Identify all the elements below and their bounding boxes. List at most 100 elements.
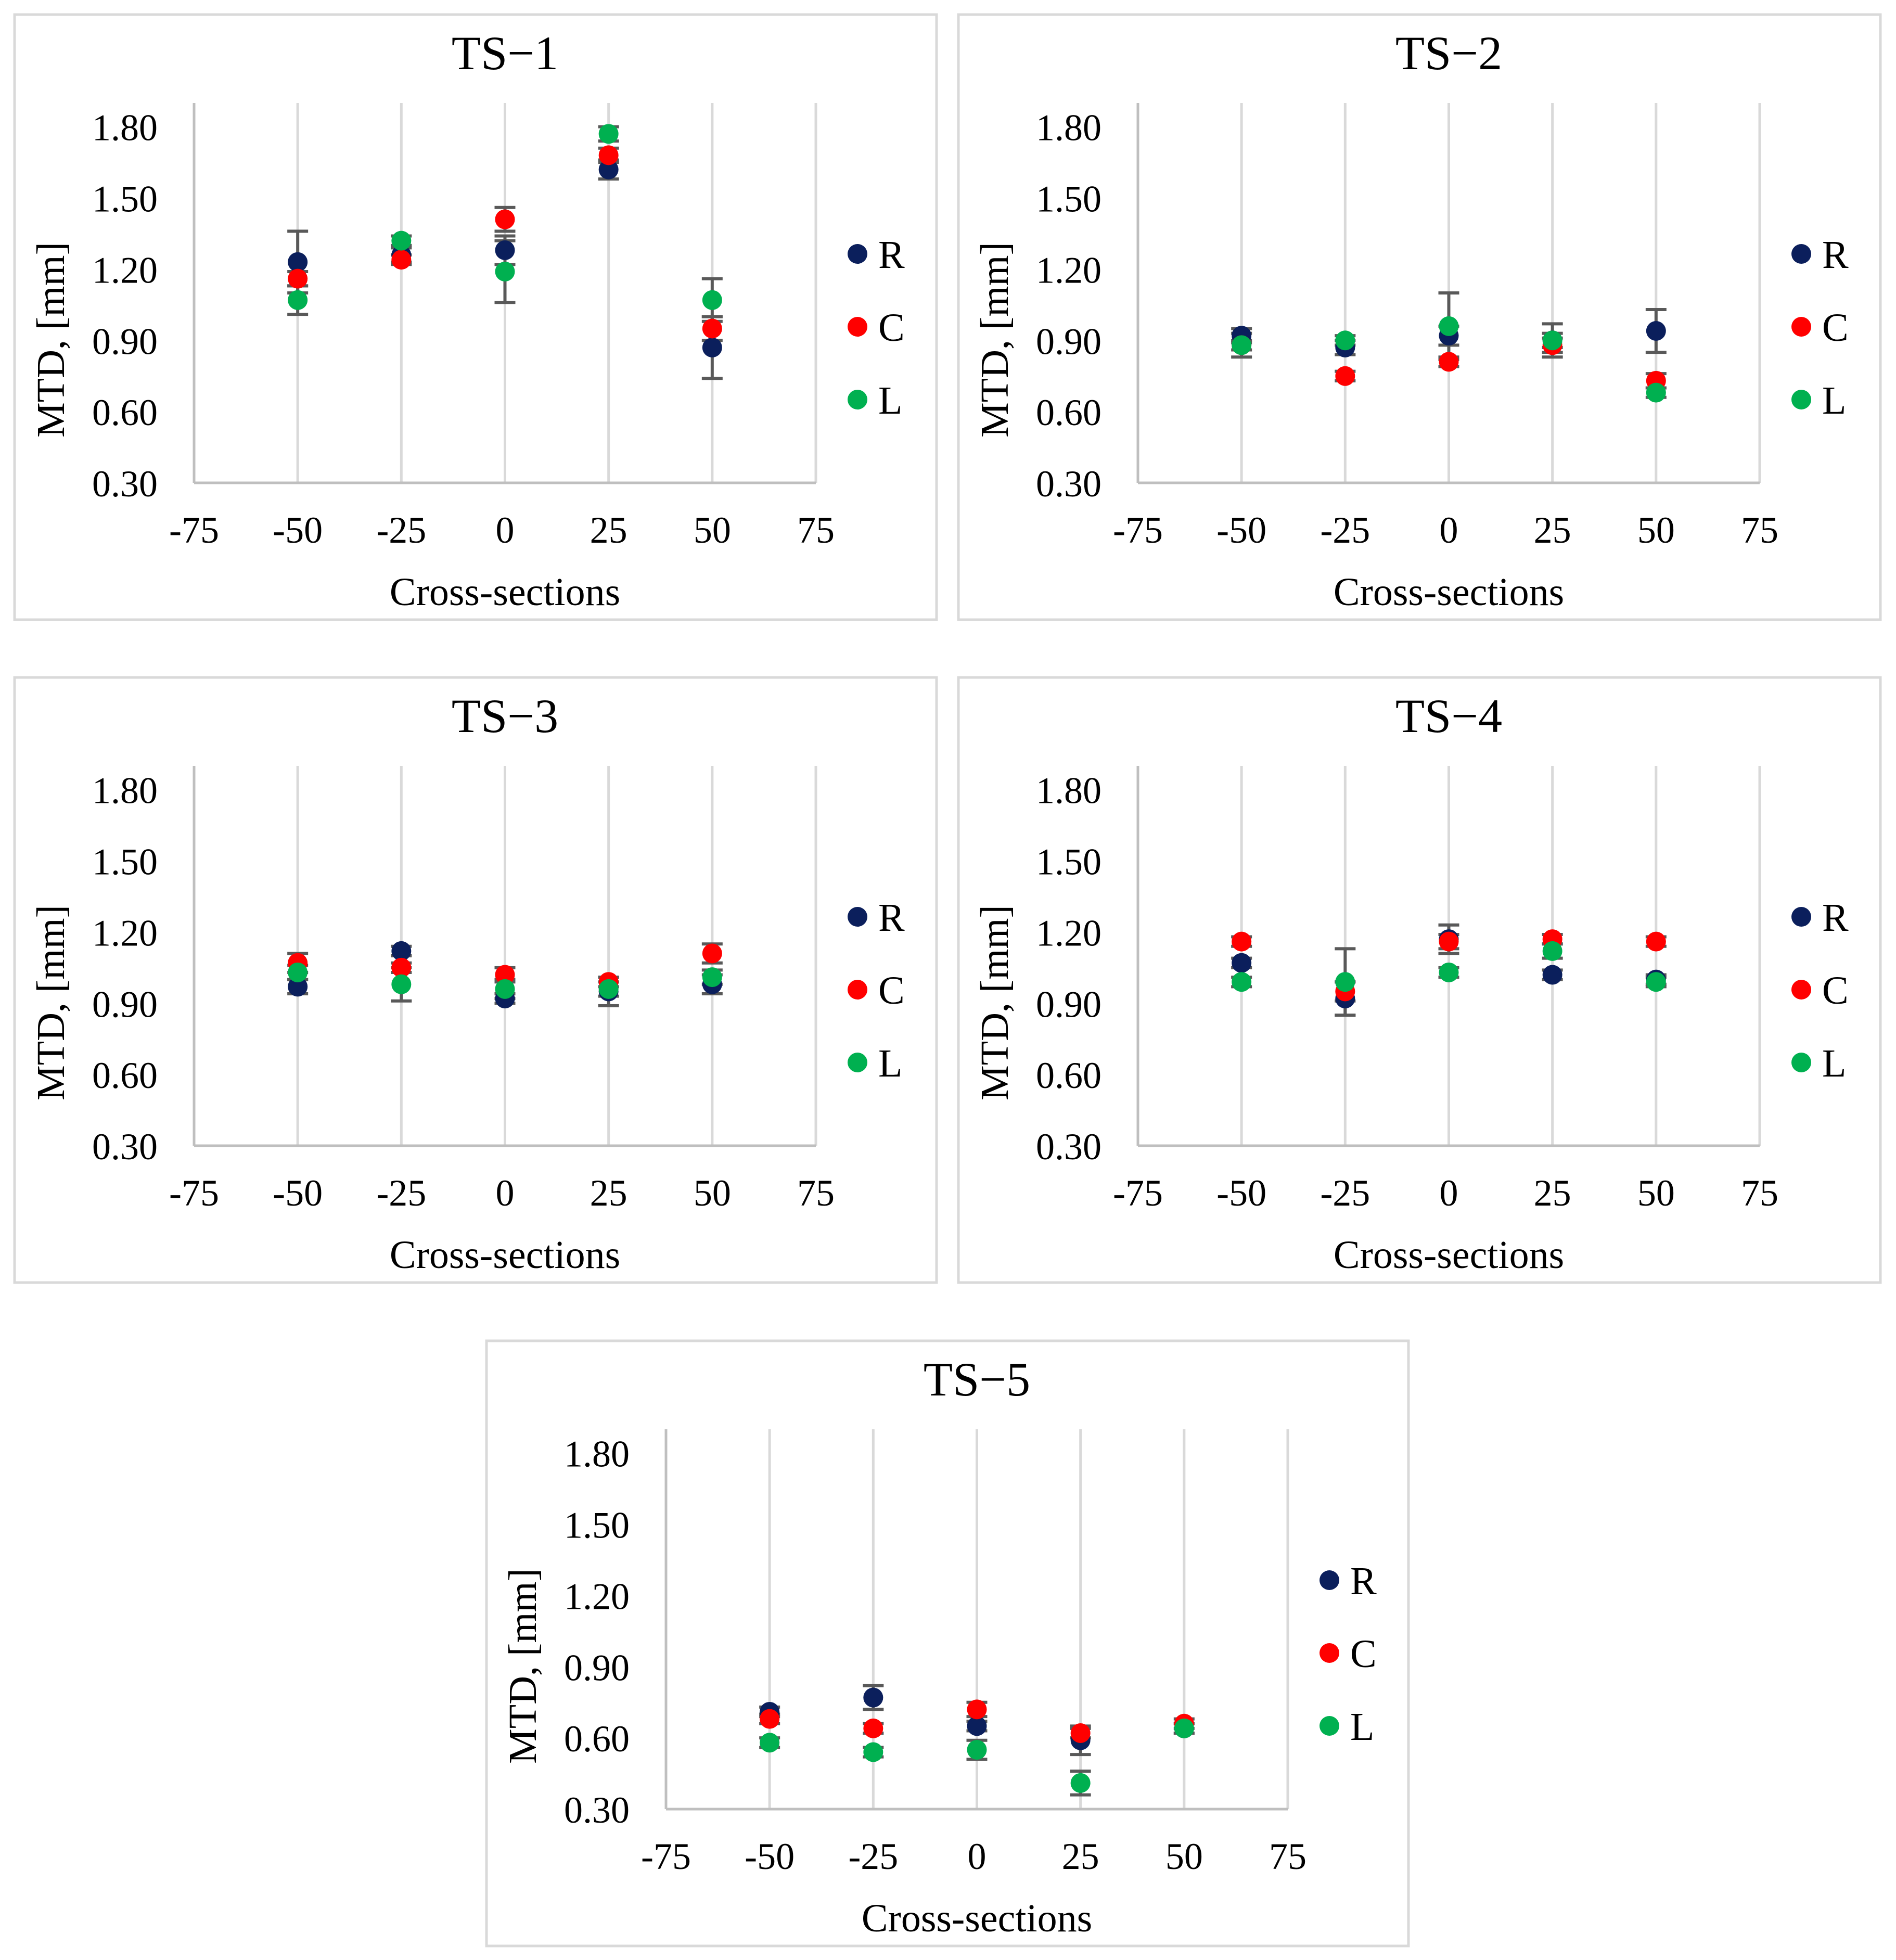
legend-marker-C: [848, 317, 867, 337]
data-point-C: [1070, 1723, 1091, 1743]
x-tick-label: 25: [590, 509, 627, 551]
data-point-C: [1646, 931, 1666, 952]
y-tick-label: 1.20: [92, 249, 158, 291]
x-tick-label: -75: [1113, 1172, 1163, 1214]
y-tick-label: 1.50: [1036, 178, 1101, 220]
legend-label-R: R: [1822, 896, 1849, 940]
chart-panel-1: TS−1 0.30 0.60 0.90 1.20 1.50 1.80 -75 -50 -25 0 25…: [13, 13, 938, 621]
x-tick-label: 75: [797, 1172, 835, 1214]
panel-border: [485, 1339, 1410, 1948]
data-point-R: [495, 240, 515, 260]
y-axis-label: MTD, [mm]: [973, 905, 1017, 1100]
data-point-L: [1335, 972, 1355, 992]
chart-title: TS−2: [1395, 27, 1502, 80]
x-axis-label: Cross-sections: [390, 1233, 620, 1277]
x-tick-label: -25: [376, 1172, 426, 1214]
data-point-L: [1335, 330, 1355, 351]
x-tick-label: 0: [968, 1836, 987, 1877]
x-tick-label: 0: [1440, 1172, 1458, 1214]
x-tick-label: 75: [1269, 1836, 1306, 1877]
legend-label-R: R: [878, 233, 905, 277]
data-point-R: [1232, 953, 1252, 973]
x-tick-label: 50: [1165, 1836, 1203, 1877]
data-point-R: [288, 977, 308, 997]
data-point-C: [391, 250, 412, 270]
x-tick-label: 50: [1637, 1172, 1675, 1214]
x-tick-label: -25: [848, 1836, 898, 1877]
panel-border: [13, 676, 938, 1284]
data-point-L: [1646, 382, 1666, 403]
y-tick-label: 1.20: [1036, 912, 1101, 954]
data-point-R: [1542, 965, 1562, 985]
data-point-R: [1646, 321, 1666, 341]
legend-label-C: C: [1822, 306, 1849, 350]
y-axis-label: MTD, [mm]: [973, 242, 1017, 438]
y-tick-label: 1.50: [564, 1505, 630, 1546]
data-point-L: [1232, 972, 1252, 992]
data-point-R: [598, 159, 619, 180]
data-point-L: [288, 962, 308, 982]
chart-panel-5: TS−5 0.30 0.60 0.90 1.20 1.50 1.80 -75 -50 -25 0 25…: [485, 1339, 1410, 1948]
panel-border: [957, 13, 1882, 621]
y-tick-label: 0.30: [92, 463, 158, 505]
y-tick-label: 1.20: [1036, 249, 1101, 291]
x-tick-label: -25: [376, 509, 426, 551]
x-tick-label: 25: [1062, 1836, 1099, 1877]
x-tick-label: -50: [273, 1172, 323, 1214]
data-point-L: [598, 979, 619, 999]
data-point-L: [1646, 972, 1666, 992]
x-tick-label: 50: [694, 1172, 731, 1214]
x-tick-label: -75: [169, 509, 219, 551]
y-tick-label: 1.50: [92, 178, 158, 220]
data-point-L: [495, 979, 515, 999]
legend-label-C: C: [878, 306, 905, 350]
y-tick-label: 0.90: [92, 321, 158, 362]
legend-marker-R: [1791, 244, 1811, 264]
y-tick-label: 0.90: [92, 983, 158, 1025]
legend-marker-C: [848, 980, 867, 1000]
legend-label-L: L: [1350, 1705, 1374, 1749]
data-point-L: [1439, 962, 1459, 982]
x-axis-label: Cross-sections: [390, 570, 620, 614]
legend-label-L: L: [1822, 1042, 1846, 1085]
x-tick-label: 75: [1741, 509, 1778, 551]
x-tick-label: 25: [1534, 1172, 1571, 1214]
data-point-L: [391, 230, 412, 251]
x-tick-label: 75: [1741, 1172, 1778, 1214]
y-tick-label: 1.80: [1036, 107, 1101, 149]
y-tick-label: 0.60: [92, 392, 158, 433]
data-point-L: [863, 1742, 883, 1762]
x-tick-label: -75: [641, 1836, 691, 1877]
data-point-L: [495, 261, 515, 281]
y-tick-label: 0.90: [1036, 321, 1101, 362]
data-point-R: [967, 1716, 987, 1736]
data-point-C: [760, 1709, 780, 1729]
legend-label-R: R: [1822, 233, 1849, 277]
data-point-C: [288, 268, 308, 289]
data-point-C: [598, 145, 619, 165]
chart-panel-4: TS−4 0.30 0.60 0.90 1.20 1.50 1.80 -75 -50 -25 0 25…: [957, 676, 1882, 1284]
y-tick-label: 1.20: [564, 1575, 630, 1617]
chart-panel-3: TS−3 0.30 0.60 0.90 1.20 1.50 1.80 -75 -50 -25 0 25…: [13, 676, 938, 1284]
y-tick-label: 1.80: [1036, 770, 1101, 812]
legend-label-L: L: [878, 1042, 902, 1085]
data-point-C: [495, 209, 515, 229]
data-point-R: [702, 337, 722, 357]
data-point-C: [863, 1718, 883, 1738]
data-point-L: [598, 124, 619, 144]
y-tick-label: 1.80: [92, 770, 158, 812]
legend-marker-C: [1791, 980, 1811, 1000]
y-tick-label: 0.60: [1036, 392, 1101, 433]
chart-title: TS−4: [1395, 689, 1502, 742]
data-point-L: [1439, 316, 1459, 336]
legend-marker-L: [1791, 390, 1811, 409]
data-point-C: [702, 943, 722, 964]
y-tick-label: 1.80: [92, 107, 158, 149]
y-tick-label: 1.50: [92, 841, 158, 883]
legend-marker-L: [1319, 1716, 1339, 1736]
x-tick-label: -75: [169, 1172, 219, 1214]
x-tick-label: -50: [1216, 1172, 1266, 1214]
legend-marker-R: [848, 244, 867, 264]
data-point-C: [1232, 931, 1252, 952]
y-tick-label: 0.60: [92, 1055, 158, 1096]
